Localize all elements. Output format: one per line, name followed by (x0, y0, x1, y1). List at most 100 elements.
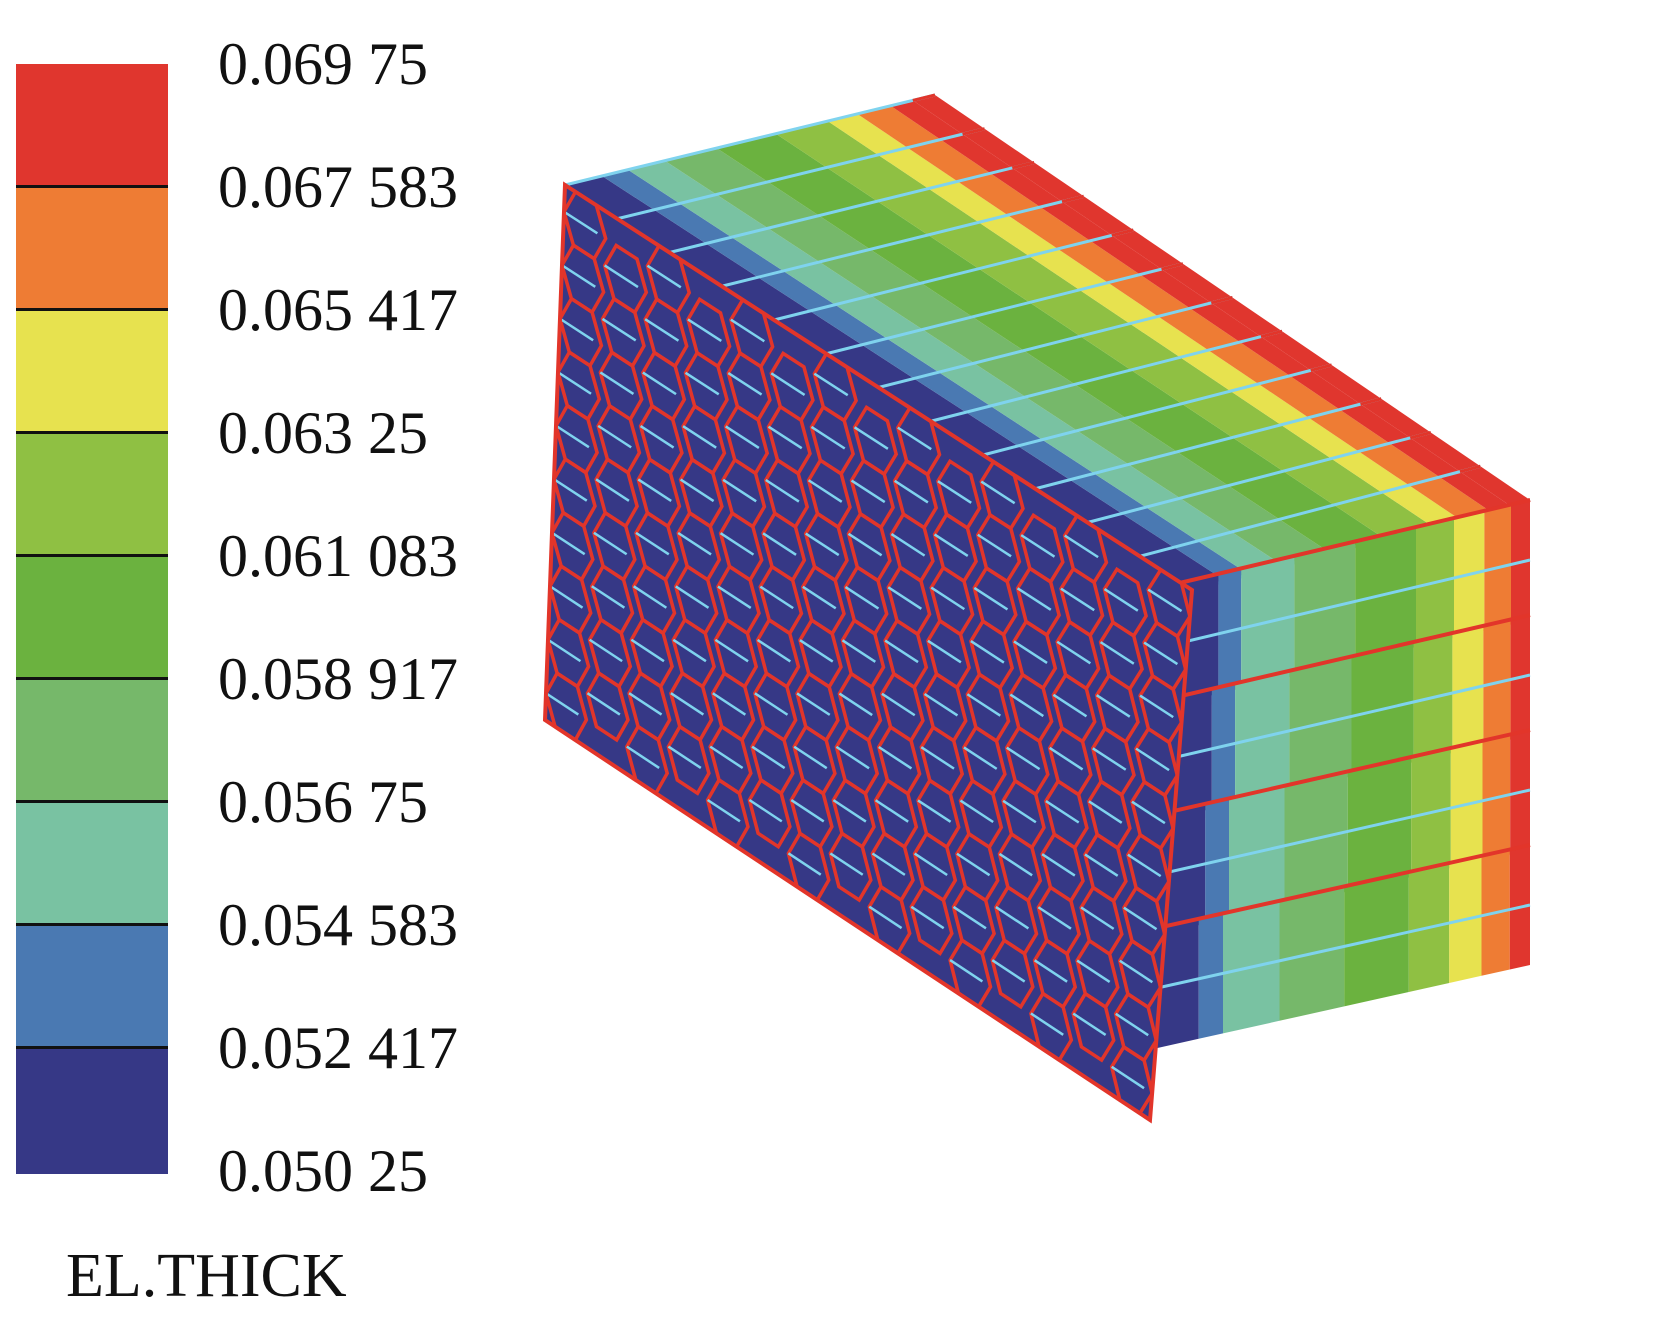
strip-line (712, 692, 747, 716)
strip-line (1149, 558, 1531, 652)
strip-line (601, 317, 637, 342)
strip-line (684, 371, 720, 396)
strip-line (559, 317, 594, 342)
strip-line (667, 745, 702, 770)
strip-line (966, 693, 1001, 717)
front-face-outline (542, 181, 1195, 1124)
legend-band-4 (16, 433, 168, 556)
honeycomb-front-face (542, 181, 1195, 1124)
strip-line (1103, 588, 1139, 612)
legend-value-label: 0.067 583 (218, 154, 458, 220)
legend-band-1 (16, 64, 168, 187)
strip-line (1111, 1065, 1145, 1090)
strip-line (633, 585, 668, 609)
strip-line (810, 425, 846, 450)
legend-band-6 (16, 679, 168, 802)
strip-line (730, 318, 765, 343)
honeycomb-side-face (564, 93, 1531, 1055)
legend-value-label: 0.065 417 (218, 277, 458, 343)
strip-line (1125, 903, 1531, 997)
strip-line (616, 127, 985, 221)
strip-line (709, 745, 744, 770)
strip-line (1080, 906, 1115, 930)
strip-line (626, 745, 660, 770)
strip-line (595, 478, 630, 502)
cell-wall (1125, 843, 1531, 937)
strip-line (1127, 853, 1162, 878)
cell-wall (1459, 464, 1481, 474)
strip-line (977, 533, 1012, 558)
strip-line (1131, 800, 1166, 825)
strip-line (756, 638, 792, 663)
strip-line (793, 745, 828, 770)
strip-line (722, 478, 757, 503)
strip-line (719, 532, 755, 556)
strip-line (807, 479, 843, 503)
strip-line (1147, 588, 1183, 613)
strip-line (721, 194, 1085, 288)
strip-line (682, 425, 717, 449)
strip-line (973, 586, 1009, 611)
strip-line (770, 372, 806, 396)
strip-line (1133, 788, 1531, 882)
strip-line (850, 479, 886, 504)
strip-line (599, 371, 635, 395)
strip-line (563, 210, 599, 235)
strip-line (878, 296, 1233, 389)
cell-wall (1011, 161, 1035, 170)
strip-line (1009, 693, 1045, 718)
strip-line (670, 692, 705, 716)
legend-band-9 (16, 1048, 168, 1174)
strip-line (1030, 1012, 1064, 1036)
cell-wall (1210, 296, 1233, 305)
strip-line (959, 799, 994, 824)
legend-divider (16, 923, 168, 926)
strip-line (717, 585, 752, 610)
strip-line (1099, 641, 1135, 665)
strip-line (754, 692, 789, 716)
strip-line (1087, 431, 1432, 524)
strip-line (630, 638, 665, 663)
strip-line (1076, 959, 1111, 983)
strip-line (1016, 587, 1052, 611)
front-face (545, 185, 1192, 1120)
cell-wall (1141, 613, 1531, 707)
strip-line (1139, 694, 1174, 719)
legend-value-label: 0.050 25 (218, 1138, 428, 1204)
strip-line (1135, 747, 1170, 772)
strip-line (588, 638, 623, 663)
legend-value-label: 0.052 417 (218, 1015, 458, 1081)
cell-wall (1260, 329, 1283, 339)
honeycomb-cell (1071, 991, 1116, 1063)
strip-line (910, 905, 945, 930)
strip-line (952, 905, 987, 930)
strip-line (1041, 853, 1076, 877)
legend-band-8 (16, 925, 168, 1048)
strip-line (1045, 800, 1080, 824)
strip-line (646, 264, 682, 289)
strip-line (553, 478, 588, 502)
strip-line (874, 799, 909, 823)
cell-wall (1409, 431, 1432, 440)
strip-line (687, 318, 722, 343)
cell-wall (1360, 397, 1382, 406)
strip-line (1048, 746, 1084, 771)
strip-line (920, 746, 955, 770)
legend-band-5 (16, 556, 168, 679)
strip-line (1006, 746, 1041, 771)
strip-line (1037, 906, 1072, 930)
legend-value-label: 0.069 75 (218, 31, 428, 97)
strip-line (832, 799, 867, 823)
strip-line (591, 585, 626, 609)
strip-line (762, 532, 797, 556)
legend-value-label: 0.061 083 (218, 523, 458, 589)
cell-wall (912, 93, 936, 102)
strip-line (963, 746, 998, 770)
strip-line (593, 531, 628, 556)
strip-line (897, 426, 932, 451)
legend-band-3 (16, 310, 168, 433)
strip-line (642, 371, 677, 396)
strip-line (933, 533, 969, 557)
legend-value-label: 0.058 917 (218, 646, 458, 712)
cell-wall (1161, 262, 1184, 271)
